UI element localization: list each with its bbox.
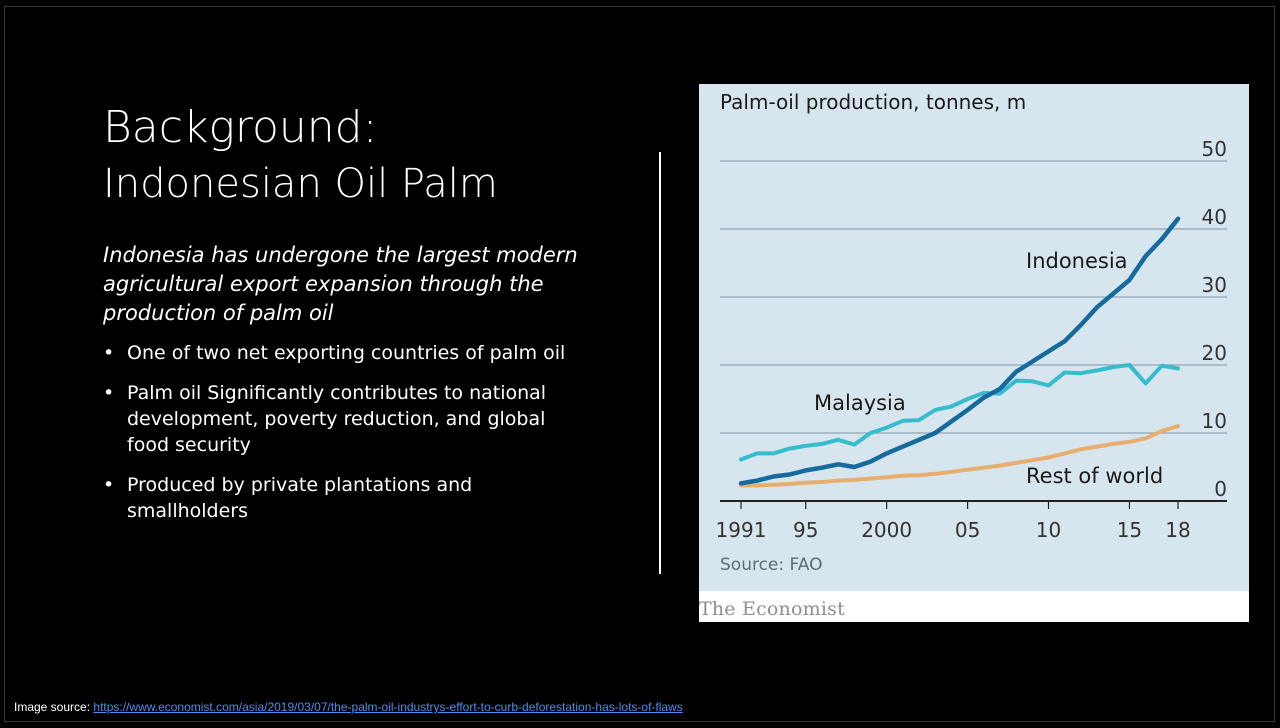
series-line-rest-of-world bbox=[739, 424, 1180, 488]
x-tick-label: 15 bbox=[1117, 518, 1142, 542]
x-tick-label: 95 bbox=[793, 518, 818, 542]
x-tick-label: 2000 bbox=[861, 518, 912, 542]
series-line-indonesia bbox=[738, 216, 1181, 486]
bullet-item: One of two net exporting countries of pa… bbox=[103, 340, 583, 366]
title-line-2: Indonesian Oil Palm bbox=[103, 161, 498, 207]
y-tick-label: 10 bbox=[1202, 409, 1227, 433]
y-tick-label: 0 bbox=[1214, 477, 1227, 501]
chart-title: Palm-oil production, tonnes, m bbox=[720, 90, 1026, 114]
image-source: Image source: https://www.economist.com/… bbox=[14, 700, 683, 714]
series-label-indonesia: Indonesia bbox=[1026, 249, 1128, 273]
slide-frame bbox=[4, 6, 1275, 722]
y-tick-label: 50 bbox=[1202, 137, 1227, 161]
y-tick-label: 20 bbox=[1202, 341, 1227, 365]
series-line-malaysia bbox=[739, 363, 1180, 462]
series-label-malaysia: Malaysia bbox=[814, 391, 906, 415]
x-tick-label: 05 bbox=[955, 518, 980, 542]
x-tick-label: 1991 bbox=[716, 518, 767, 542]
title-line-1: Background: bbox=[103, 102, 378, 153]
slide-title: Background: Indonesian Oil Palm bbox=[103, 100, 498, 212]
bullet-item: Palm oil Significantly contributes to na… bbox=[103, 380, 583, 458]
chart-panel: Palm-oil production, tonnes, m 0 10 20 30 40 5… bbox=[699, 84, 1249, 622]
y-tick-label: 40 bbox=[1202, 205, 1227, 229]
bullet-item: Produced by private plantations and smal… bbox=[103, 472, 583, 524]
chart-source: Source: FAO bbox=[720, 555, 822, 575]
source-link[interactable]: https://www.economist.com/asia/2019/03/0… bbox=[93, 700, 683, 714]
chart-footer-band bbox=[699, 591, 1249, 622]
y-tick-label: 30 bbox=[1202, 273, 1227, 297]
economist-logo: The Economist bbox=[699, 598, 845, 620]
series-label-rest-of-world: Rest of world bbox=[1026, 464, 1163, 488]
lead-paragraph: Indonesia has undergone the largest mode… bbox=[103, 243, 578, 325]
line-chart: Palm-oil production, tonnes, m 0 10 20 30 40 5… bbox=[716, 90, 1227, 575]
x-tick-label: 10 bbox=[1036, 518, 1061, 542]
vertical-divider bbox=[659, 152, 661, 574]
bullet-list: One of two net exporting countries of pa… bbox=[103, 340, 583, 538]
x-tick-label: 18 bbox=[1165, 518, 1190, 542]
source-label: Image source: bbox=[14, 700, 91, 714]
